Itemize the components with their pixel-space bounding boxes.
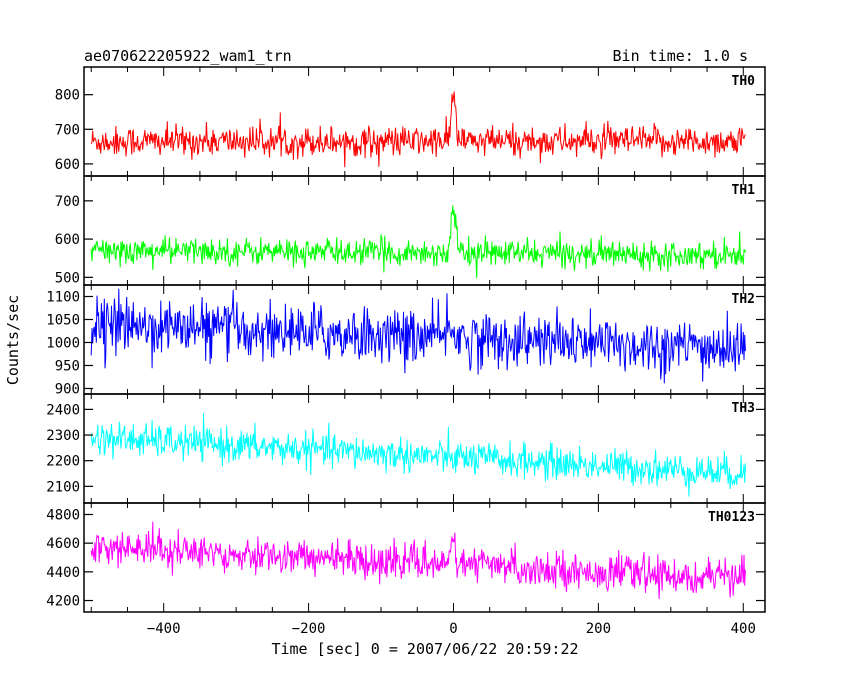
series-line-th1 [90, 205, 746, 279]
panel-th0123: 4200 4400 4600 4800 TH0123 [46, 502, 766, 613]
x-axis-title: Time [sec] 0 = 2007/06/22 20:59:22 [271, 640, 578, 658]
y-tick-label: 2300 [46, 428, 80, 444]
y-tick-label: 2200 [46, 454, 80, 470]
panel-frame [83, 175, 766, 286]
panel-label-th3: TH3 [732, 401, 755, 416]
panel-th0: 600 700 800 TH0 [55, 66, 766, 177]
chart-title: ae070622205922_wam1_trn [84, 47, 292, 65]
panel-frame [83, 393, 766, 504]
y-tick-label: 600 [55, 232, 80, 248]
y-axis-title: Counts/sec [4, 295, 22, 385]
series-line-th0123 [90, 521, 746, 600]
y-tick-label: 4800 [46, 507, 80, 523]
panel-label-th1: TH1 [732, 183, 756, 198]
panel-frame [83, 502, 766, 613]
y-tick-label: 2400 [46, 402, 80, 418]
y-tick-label: 950 [55, 358, 80, 374]
x-tick-label: −400 [147, 621, 181, 637]
y-tick-label: 900 [55, 381, 80, 397]
panel-th2: 900 950 1000 1050 1100 TH2 [46, 284, 766, 397]
y-tick-label: 700 [55, 194, 80, 210]
x-tick-label: 200 [586, 621, 611, 637]
x-tick-label: 400 [731, 621, 756, 637]
y-tick-label: 2100 [46, 479, 80, 495]
y-tick-label: 700 [55, 122, 80, 138]
x-tick-label: 0 [449, 621, 457, 637]
panel-label-th0: TH0 [732, 74, 756, 89]
bin-time-label: Bin time: 1.0 s [613, 47, 748, 65]
series-line-th3 [90, 413, 746, 497]
y-tick-label: 1100 [46, 289, 80, 305]
series-line-th2 [90, 288, 746, 384]
y-tick-label: 1050 [46, 312, 80, 328]
y-tick-label: 4400 [46, 565, 80, 581]
y-tick-label: 600 [55, 157, 80, 173]
y-tick-label: 4600 [46, 536, 80, 552]
panel-th1: 500 600 700 TH1 [55, 175, 766, 286]
panel-label-th0123: TH0123 [708, 510, 755, 525]
panels-group: 600 700 800 TH0 500 600 700 TH1 900 950 1000 1050 11… [46, 66, 766, 613]
y-tick-label: 500 [55, 270, 80, 286]
y-tick-label: 800 [55, 88, 80, 104]
series-line-th0 [90, 91, 746, 168]
panel-frame [83, 66, 766, 177]
x-axis-ticks: −400 −200 0 200 400 [147, 621, 756, 637]
y-tick-label: 4200 [46, 594, 80, 610]
x-tick-label: −200 [292, 621, 326, 637]
y-tick-label: 1000 [46, 335, 80, 351]
panel-label-th2: TH2 [732, 292, 755, 307]
panel-th3: 2100 2200 2300 2400 TH3 [46, 393, 766, 504]
